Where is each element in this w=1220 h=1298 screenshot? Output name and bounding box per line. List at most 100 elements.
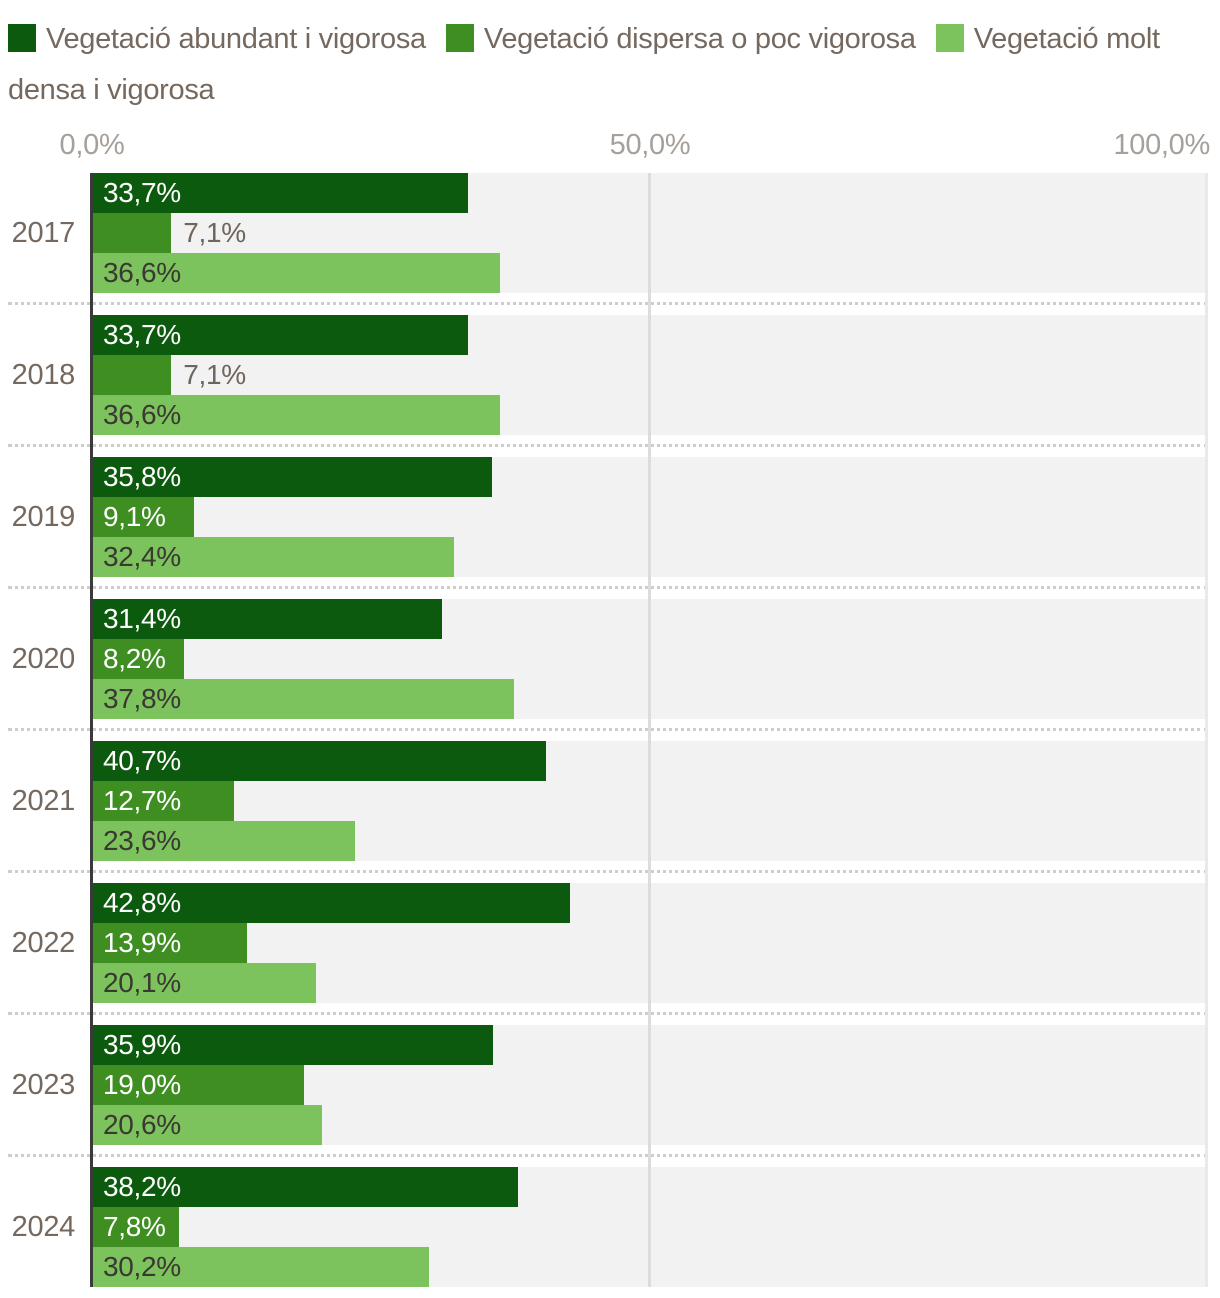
bar-row: 9,1%: [92, 497, 1208, 537]
bar-2019-series-1: 9,1%: [92, 497, 194, 537]
legend-label: Vegetació molt densa i vigorosa: [8, 23, 1160, 106]
group-separator-line: [8, 302, 1208, 305]
group-separator-line: [8, 1012, 1208, 1015]
bar-value-label: 9,1%: [103, 501, 166, 532]
chart-legend: Vegetació abundant i vigorosa Vegetació d…: [0, 0, 1214, 116]
bar-2020-series-2: 37,8%: [92, 679, 514, 719]
bar-2019-series-2: 32,4%: [92, 537, 454, 577]
category-label: 2023: [11, 1068, 76, 1101]
legend-label: Vegetació abundant i vigorosa: [46, 23, 426, 55]
bar-value-label: 32,4%: [103, 541, 181, 572]
bar-group-2023: 2023 35,9% 19,0% 20,6%: [0, 1025, 1208, 1145]
legend-item-2: Vegetació molt densa i vigorosa: [8, 23, 1160, 106]
bar-value-label: 42,8%: [103, 887, 181, 918]
group-separator-line: [8, 444, 1208, 447]
bar-group-2021: 2021 40,7% 12,7% 23,6%: [0, 741, 1208, 861]
bar-value-label: 36,6%: [103, 399, 181, 430]
category-label: 2020: [11, 642, 76, 675]
bar-value-label: 7,1%: [183, 359, 246, 390]
bar-group-2024: 2024 38,2% 7,8% 30,2%: [0, 1167, 1208, 1287]
category-label: 2024: [11, 1210, 76, 1243]
group-separator-line: [8, 728, 1208, 731]
gridline-50: [648, 173, 651, 1287]
bar-row: 7,8%: [92, 1207, 1208, 1247]
bar-value-label: 35,9%: [103, 1029, 181, 1060]
category-label: 2018: [11, 358, 76, 391]
bar-row: 40,7%: [92, 741, 1208, 781]
bar-row: 33,7%: [92, 173, 1208, 213]
x-tick-label-100: 100,0%: [1113, 129, 1210, 161]
bar-value-label: 38,2%: [103, 1171, 181, 1202]
bar-value-label: 20,1%: [103, 967, 181, 998]
bar-2023-series-2: 20,6%: [92, 1105, 322, 1145]
chart-plot-area: 2017 33,7% 7,1% 36,6% 2018 33,7% 7,1% 36,6% 2019…: [0, 173, 1208, 1287]
bar-row: 7,1%: [92, 213, 1208, 253]
group-separator: [0, 719, 1208, 741]
bar-row: 20,6%: [92, 1105, 1208, 1145]
x-axis: 0,0% 50,0% 100,0%: [0, 118, 1220, 164]
bar-row: 36,6%: [92, 253, 1208, 293]
bar-2017-series-1: [92, 213, 172, 253]
bar-value-label: 20,6%: [103, 1109, 181, 1140]
bar-2018-series-2: 36,6%: [92, 395, 501, 435]
bar-group-2020: 2020 31,4% 8,2% 37,8%: [0, 599, 1208, 719]
bar-2023-series-1: 19,0%: [92, 1065, 305, 1105]
bar-row: 13,9%: [92, 923, 1208, 963]
bar-row: 37,8%: [92, 679, 1208, 719]
bar-value-label: 33,7%: [103, 319, 181, 350]
bar-2023-series-0: 35,9%: [92, 1025, 493, 1065]
group-separator-line: [8, 1154, 1208, 1157]
gridline-100: [1205, 173, 1208, 1287]
bar-row: 19,0%: [92, 1065, 1208, 1105]
group-separator: [0, 293, 1208, 315]
bar-group-2019: 2019 35,8% 9,1% 32,4%: [0, 457, 1208, 577]
bar-value-label: 12,7%: [103, 785, 181, 816]
bar-row: 7,1%: [92, 355, 1208, 395]
group-separator-line: [8, 586, 1208, 589]
bar-2020-series-0: 31,4%: [92, 599, 443, 639]
group-separator: [0, 435, 1208, 457]
legend-label: Vegetació dispersa o poc vigorosa: [483, 23, 916, 55]
bar-value-label: 8,2%: [103, 643, 166, 674]
legend-swatch-icon: [445, 24, 474, 52]
bar-value-label: 7,8%: [103, 1211, 166, 1242]
group-separator: [0, 1145, 1208, 1167]
bar-row: 30,2%: [92, 1247, 1208, 1287]
bar-2020-series-1: 8,2%: [92, 639, 184, 679]
bar-row: 23,6%: [92, 821, 1208, 861]
bar-group-2018: 2018 33,7% 7,1% 36,6%: [0, 315, 1208, 435]
bar-2024-series-2: 30,2%: [92, 1247, 430, 1287]
bar-row: 42,8%: [92, 883, 1208, 923]
bar-2024-series-0: 38,2%: [92, 1167, 519, 1207]
x-tick-label-50: 50,0%: [609, 129, 691, 161]
bar-row: 35,8%: [92, 457, 1208, 497]
bar-2018-series-1: [92, 355, 172, 395]
bar-2022-series-0: 42,8%: [92, 883, 570, 923]
category-label: 2019: [11, 500, 76, 533]
legend-item-0: Vegetació abundant i vigorosa: [8, 23, 426, 55]
bar-group-2022: 2022 42,8% 13,9% 20,1%: [0, 883, 1208, 1003]
legend-item-1: Vegetació dispersa o poc vigorosa: [445, 23, 916, 55]
bar-value-label: 37,8%: [103, 683, 181, 714]
category-label: 2021: [11, 784, 76, 817]
group-separator: [0, 861, 1208, 883]
bar-row: 32,4%: [92, 537, 1208, 577]
bar-value-label: 36,6%: [103, 257, 181, 288]
bar-value-label: 35,8%: [103, 461, 181, 492]
category-label: 2022: [11, 926, 76, 959]
bar-2024-series-1: 7,8%: [92, 1207, 180, 1247]
bar-2017-series-0: 33,7%: [92, 173, 469, 213]
bar-row: 36,6%: [92, 395, 1208, 435]
group-separator: [0, 577, 1208, 599]
bar-2021-series-2: 23,6%: [92, 821, 356, 861]
bar-2021-series-0: 40,7%: [92, 741, 547, 781]
x-tick-label-0: 0,0%: [59, 129, 125, 161]
bar-row: 8,2%: [92, 639, 1208, 679]
bar-row: 33,7%: [92, 315, 1208, 355]
bar-value-label: 13,9%: [103, 927, 181, 958]
group-separator-line: [8, 870, 1208, 873]
bar-2017-series-2: 36,6%: [92, 253, 501, 293]
bar-row: 20,1%: [92, 963, 1208, 1003]
bar-row: 12,7%: [92, 781, 1208, 821]
